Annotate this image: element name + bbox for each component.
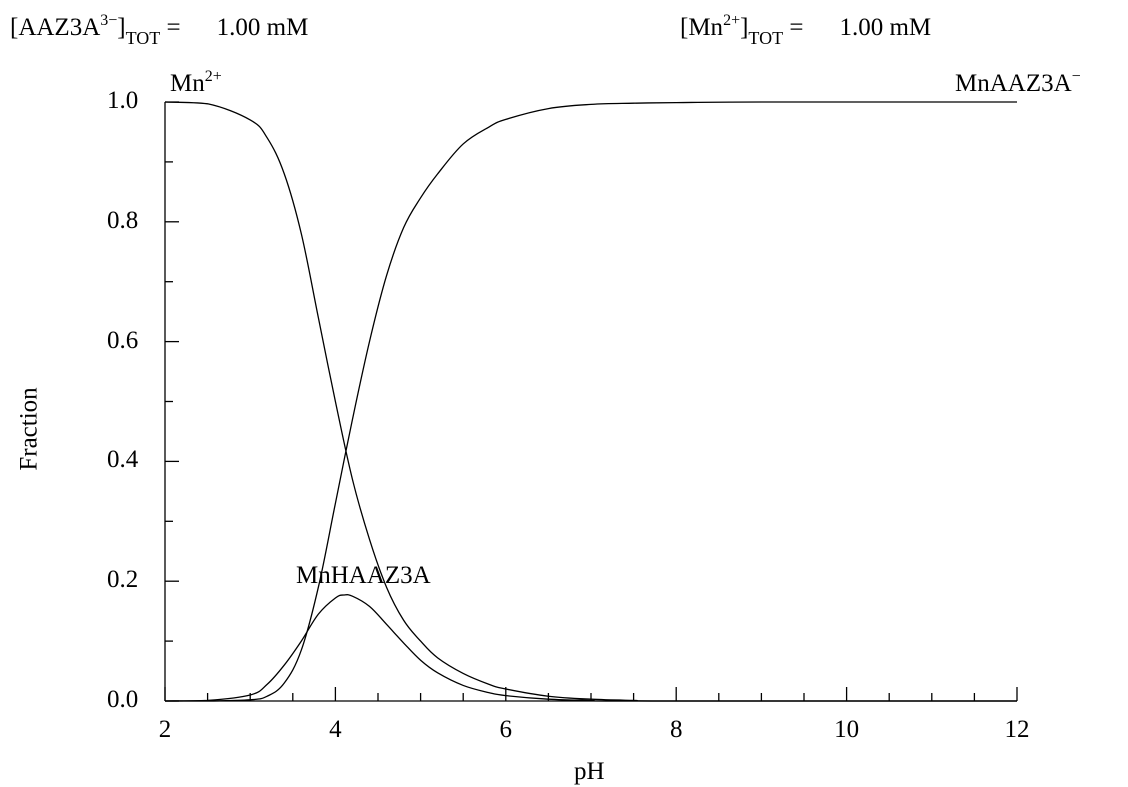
x-tick-label: 12 [1004, 716, 1030, 743]
total-ligand-concentration: [AAZ3A3−]TOT = 1.00 mM [10, 12, 309, 48]
x-axis-title: pH [574, 758, 605, 785]
y-tick-label: 0.4 [107, 446, 139, 474]
axes [164, 101, 1018, 702]
y-tick-label: 1.0 [107, 87, 139, 114]
ligand-concentration-value: 1.00 mM [216, 14, 309, 41]
y-tick-label: 0.0 [107, 686, 139, 713]
x-tick-label: 4 [329, 716, 342, 743]
label-mnaaz3a-minus: MnAAZ3A− [955, 68, 1081, 98]
label-mnhaaz3a: MnHAAZ3A [296, 562, 431, 589]
x-tick-label: 2 [158, 716, 172, 743]
y-tick-label: 0.2 [107, 566, 139, 594]
total-metal-concentration: [Mn2+]TOT = 1.00 mM [680, 12, 932, 48]
series-mnhaaz3a [164, 594, 1017, 702]
y-axis-title: Fraction [15, 387, 43, 471]
x-tick-label: 8 [669, 716, 683, 743]
x-tick-label: 6 [499, 716, 513, 743]
x-tick-label: 10 [834, 716, 860, 743]
y-tick-label: 0.6 [107, 326, 139, 354]
y-tick-label: 0.8 [107, 206, 139, 234]
series-mn2plus [164, 101, 1017, 702]
metal-concentration-value: 1.00 mM [839, 14, 932, 41]
series-curves [164, 101, 1017, 702]
label-mn2plus: Mn2+ [170, 68, 222, 98]
series-mnaaz3a-minus [165, 101, 1017, 702]
